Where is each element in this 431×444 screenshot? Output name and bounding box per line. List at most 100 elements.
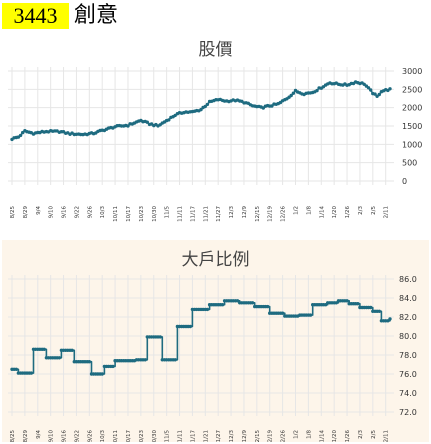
chart-1-x-tick-label: 1/26: [345, 430, 351, 442]
chart-1-grid: [8, 275, 394, 416]
chart-1-x-tick-label: 9/4: [36, 430, 42, 439]
chart-0-x-tick-label: 9/4: [36, 206, 42, 215]
chart-0-x-tick-label: 2/3: [358, 206, 364, 215]
chart-1-point: [377, 309, 381, 313]
chart-0-y-tick-label: 1500: [402, 122, 422, 131]
chart-1-x-tick-label: 2/3: [358, 430, 364, 439]
chart-0-x-tick-label: 11/17: [190, 206, 196, 222]
chart-1-x-tick-label: 10/3: [100, 430, 106, 442]
holder-ratio-chart: 72.0 74.0 76.0 78.0 80.0 82.0 84.0 86.0 8/25 8/29…: [8, 275, 417, 442]
price-chart-panel: 股價 0 500 1000 1500 2000 2500 3000 8/25 8/29 9/4 9/…: [2, 33, 429, 240]
chart-0-point: [145, 120, 149, 124]
chart-0-x-tick-label: 12/19: [268, 206, 274, 222]
chart-0-point: [18, 133, 23, 138]
chart-0-x-tick-label: 2/5: [371, 206, 377, 215]
chart-0-y-tick-label: 1000: [402, 140, 422, 149]
chart-1-point: [369, 305, 373, 310]
price-chart: 0 500 1000 1500 2000 2500 3000 8/25 8/29 9/4 9/10 9…: [8, 67, 422, 222]
chart-1-x-tick-label: 11/5: [165, 430, 171, 442]
chart-0-point: [21, 130, 25, 135]
chart-1-point: [235, 299, 240, 303]
chart-1-x-tick-label: 1/8: [306, 430, 312, 439]
chart-0-x-tick-label: 9/16: [62, 206, 68, 219]
chart-1-x-tick-label: 11/11: [178, 430, 184, 442]
chart-1-x-tick-label: 11/27: [216, 430, 222, 442]
chart-1-point: [111, 364, 115, 369]
chart-1-point: [87, 360, 92, 364]
chart-1-point: [250, 301, 255, 305]
chart-0-x-tick-label: 1/14: [319, 206, 325, 219]
chart-1-point: [42, 347, 46, 351]
chart-0-x-tick-label: 12/9: [242, 206, 248, 219]
chart-1-x-tick-label: 9/16: [62, 430, 68, 442]
chart-1-point: [356, 302, 360, 306]
chart-1-x-tick-label: 11/21: [203, 430, 209, 442]
chart-0-point: [366, 86, 371, 90]
chart-0-y-tick-label: 3000: [402, 67, 422, 76]
chart-0-point: [291, 91, 296, 95]
chart-1-x-tick-label: 2/5: [371, 430, 377, 439]
chart-1-x-tick-label: 12/3: [229, 430, 235, 442]
chart-1-point: [57, 356, 61, 360]
chart-0-y-tick-label: 2000: [402, 104, 422, 113]
chart-0-point: [199, 107, 203, 112]
chart-0-x-tick-label: 9/22: [74, 206, 80, 218]
chart-1-x-tick-label: 12/26: [281, 430, 287, 442]
chart-1-x-tick-label: 9/26: [87, 430, 93, 442]
chart-1-point: [308, 313, 313, 317]
chart-0-x-tick-label: 10/17: [126, 206, 132, 222]
chart-0-point: [167, 118, 171, 122]
chart-0-x-tick-label: 12/3: [229, 206, 235, 219]
chart-1-point: [100, 372, 104, 376]
chart-0-x-tick-label: 11/11: [178, 206, 184, 222]
chart-0-point: [388, 87, 392, 91]
chart-0-x-tick-label: 10/3: [100, 206, 106, 219]
chart-1-point: [143, 358, 147, 362]
chart-1-y-tick-label: 84.0: [399, 294, 417, 303]
chart-1-point: [334, 301, 338, 305]
chart-0-x-tick-label: 10/30: [152, 206, 158, 222]
chart-0-x-tick-label: 1/26: [345, 206, 351, 219]
chart-0-x-tick-label: 9/26: [87, 206, 93, 219]
chart-0-x-tick-label: 10/11: [113, 206, 119, 222]
chart-1-x-tick-label: 9/22: [74, 430, 80, 442]
chart-1-y-tick-label: 76.0: [399, 370, 417, 379]
chart-1-x-tick-label: 10/30: [152, 430, 158, 442]
chart-0-y-tick-label: 2500: [402, 85, 422, 94]
chart-1-point: [70, 348, 74, 352]
chart-1-y-tick-label: 82.0: [399, 313, 417, 322]
chart-1-point: [173, 358, 177, 362]
chart-0-x-tick-label: 2/11: [384, 206, 390, 218]
chart-0-point: [289, 93, 293, 98]
chart-1-point: [205, 307, 210, 312]
chart-1-point: [280, 311, 285, 315]
chart-1-x-tick-label: 11/17: [190, 430, 196, 442]
chart-1-point: [388, 317, 392, 321]
holder-ratio-chart-panel: 大戶比例 72.0 74.0 76.0 78.0 80.0 82.0 84.0 86.0 8/2…: [2, 240, 429, 442]
chart-0-point: [126, 124, 130, 128]
chart-0-x-tick-label: 11/21: [203, 206, 209, 222]
chart-0-x-tick-label: 12/15: [255, 206, 261, 222]
chart-1-point: [345, 299, 349, 303]
chart-0-y-tick-label: 0: [402, 177, 407, 186]
chart-1-point: [265, 304, 270, 309]
stock-name: 創意: [74, 3, 119, 28]
chart-0-x-tick-label: 12/26: [281, 206, 287, 222]
chart-1-x-tick-label: 1/14: [319, 430, 325, 442]
chart-1-x-tick-label: 12/15: [255, 430, 261, 442]
chart-0-y-tick-label: 500: [402, 159, 417, 168]
chart-1-points: [10, 299, 392, 376]
chart-0-point: [373, 92, 377, 96]
chart-0-x-tick-label: 8/25: [10, 206, 16, 219]
chart-0-grid: [8, 67, 394, 185]
chart-1-point: [158, 335, 162, 339]
chart-1-y-tick-label: 72.0: [399, 408, 417, 417]
chart-1-point: [220, 303, 225, 307]
chart-1-x-tick-label: 1/2: [294, 430, 300, 439]
chart-0-x-tick-label: 11/27: [216, 206, 222, 222]
stock-code: 3443: [2, 3, 69, 29]
chart-1-x-tick-label: 10/11: [113, 430, 119, 442]
chart-1-point: [188, 324, 192, 329]
header: 3443 創意: [0, 0, 431, 32]
holder-ratio-chart-title: 大戶比例: [181, 250, 250, 270]
